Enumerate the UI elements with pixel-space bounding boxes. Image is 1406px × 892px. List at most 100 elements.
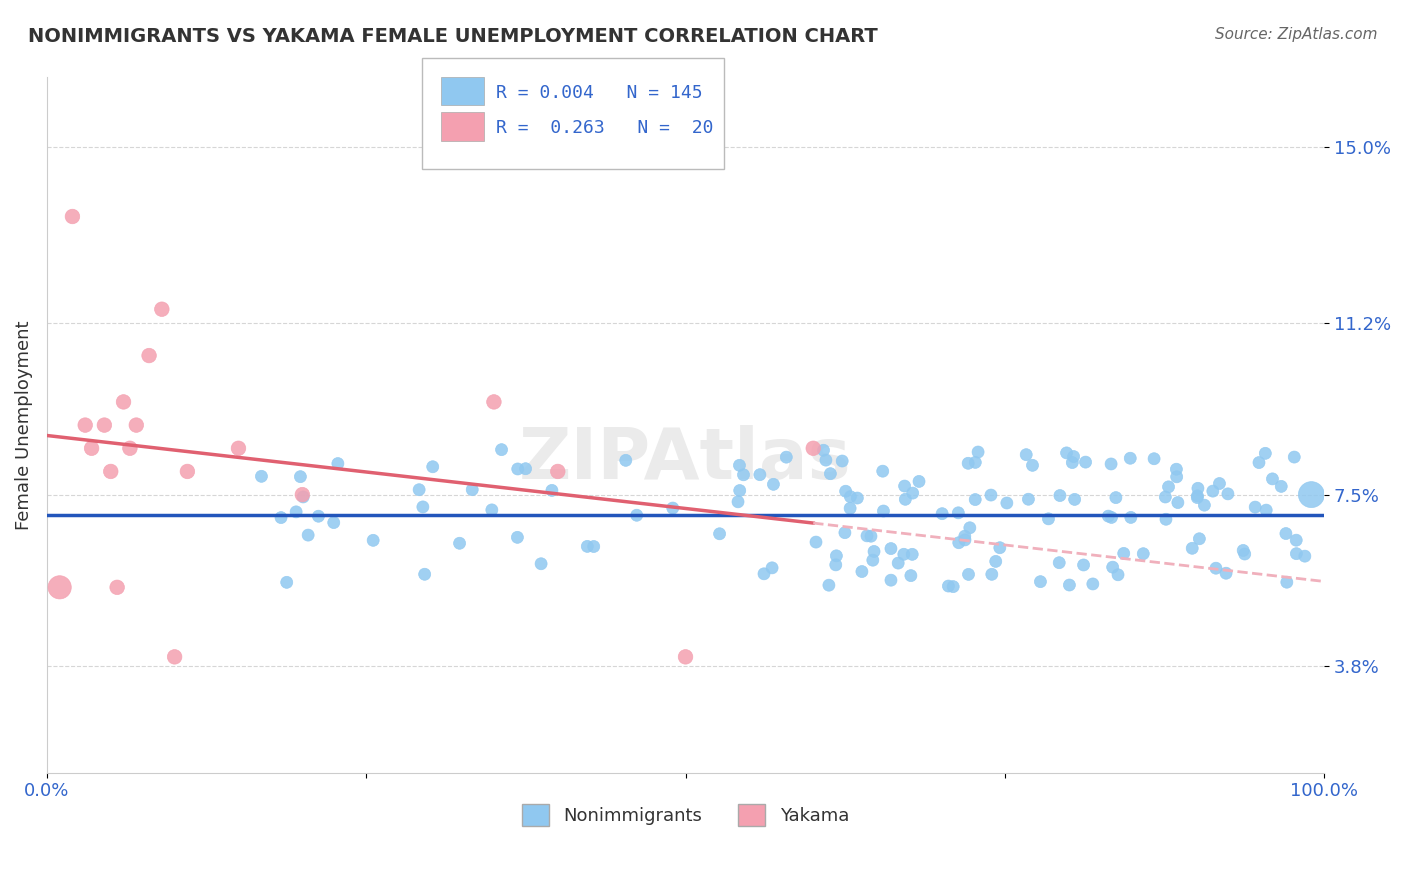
Legend: Nonimmigrants, Yakama: Nonimmigrants, Yakama [515,797,856,833]
Point [291,488,314,502]
Point [1056,446,1078,460]
Point [900,568,922,582]
Point [1275,575,1298,590]
Point [1181,541,1204,556]
Point [515,461,537,475]
Point [1187,481,1209,495]
Point [1112,546,1135,560]
Point [1073,558,1095,572]
Point [1208,476,1230,491]
Point [422,459,444,474]
Point [1233,547,1256,561]
Point [449,536,471,550]
Point [839,501,862,516]
Point [292,490,315,504]
Point [1097,509,1119,524]
Point [880,573,903,587]
Point [1101,510,1123,524]
Point [326,457,349,471]
Point [846,491,869,505]
Point [1244,500,1267,515]
Point [728,458,751,473]
Point [984,554,1007,568]
Point [931,507,953,521]
Point [813,443,835,458]
Point [1284,450,1306,464]
Point [1247,456,1270,470]
Point [825,549,848,563]
Point [887,556,910,570]
Point [307,509,329,524]
Point [893,547,915,561]
Point [1215,566,1237,581]
Point [814,453,837,467]
Text: ZIPAtlas: ZIPAtlas [519,425,852,494]
Text: R =  0.263   N =  20: R = 0.263 N = 20 [496,120,714,137]
Point [1285,547,1308,561]
Point [1021,458,1043,473]
Point [965,455,987,469]
Point [491,442,513,457]
Point [1202,484,1225,499]
Point [1194,498,1216,512]
Point [481,503,503,517]
Point [1216,487,1239,501]
Point [1187,491,1209,505]
Point [297,528,319,542]
Point [872,464,894,478]
Point [1275,526,1298,541]
Point [541,483,564,498]
Point [839,490,862,504]
Point [228,442,250,456]
Point [901,486,924,500]
Point [938,579,960,593]
Point [412,500,434,514]
Point [1205,561,1227,575]
Point [762,477,785,491]
Point [626,508,648,523]
Point [1062,456,1084,470]
Point [290,469,312,483]
Point [1270,479,1292,493]
Point [1081,577,1104,591]
Point [118,442,141,456]
Point [576,540,599,554]
Point [1101,560,1123,574]
Point [614,453,637,467]
Point [675,649,697,664]
Point [818,578,841,592]
Point [75,418,97,433]
Point [727,495,749,509]
Point [831,454,853,468]
Point [752,566,775,581]
Point [93,418,115,433]
Point [728,483,751,498]
Point [948,506,970,520]
Point [1105,491,1128,505]
Point [1107,567,1129,582]
Point [957,567,980,582]
Point [1256,503,1278,517]
Point [733,467,755,482]
Point [859,529,882,543]
Point [322,516,344,530]
Point [834,484,856,499]
Point [176,465,198,479]
Point [967,445,990,459]
Text: R = 0.004   N = 145: R = 0.004 N = 145 [496,84,703,102]
Point [1132,547,1154,561]
Point [1119,451,1142,466]
Point [482,395,505,409]
Point [942,580,965,594]
Text: Source: ZipAtlas.com: Source: ZipAtlas.com [1215,27,1378,42]
Point [851,565,873,579]
Point [820,467,842,481]
Point [461,483,484,497]
Point [761,561,783,575]
Point [530,557,553,571]
Point [980,567,1002,582]
Point [834,525,856,540]
Text: NONIMMIGRANTS VS YAKAMA FEMALE UNEMPLOYMENT CORRELATION CHART: NONIMMIGRANTS VS YAKAMA FEMALE UNEMPLOYM… [28,27,877,45]
Point [408,483,430,497]
Point [1049,489,1071,503]
